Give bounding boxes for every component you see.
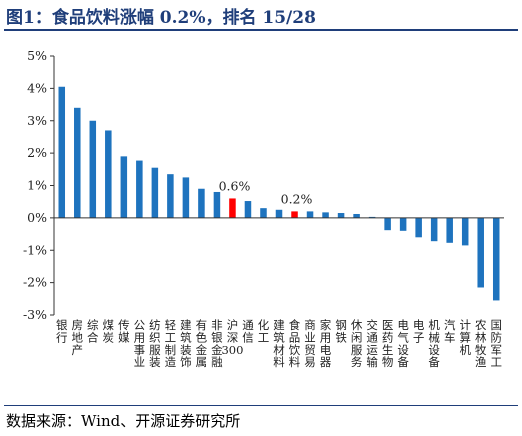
category-label: 公用事业 [134, 318, 146, 369]
bar [229, 198, 236, 218]
data-source: 数据来源：Wind、开源证券研究所 [6, 412, 241, 430]
source-rule [4, 405, 518, 406]
y-tick-label: 5% [27, 48, 47, 63]
category-label: 机械设备 [428, 318, 440, 369]
bar [151, 167, 159, 218]
title-underline [4, 29, 518, 31]
category-label: 食品饮料 [289, 318, 301, 369]
bar [275, 209, 283, 218]
data-label: 0.6% [219, 178, 251, 193]
category-label: 房地产 [72, 318, 84, 357]
category-label: 沪深 300 [221, 318, 243, 357]
bar [74, 107, 81, 218]
bar [105, 130, 112, 218]
category-label: 化工 [258, 318, 270, 344]
category-label: 休闲服务 [351, 318, 363, 369]
bar [120, 156, 128, 218]
bar-chart: -3% -2% -1% 0% 1% 2% 3% 4% 5% 银行房地产综合煤炭传媒公用事业纺织服… [23, 48, 504, 369]
y-tick-label: -2% [23, 275, 47, 290]
category-label: 国防军工 [490, 318, 502, 369]
bar [58, 86, 66, 218]
category-label: 综合 [87, 318, 99, 344]
bar [244, 201, 252, 218]
bar [353, 213, 360, 218]
category-label: 钢铁 [335, 318, 347, 344]
bar [384, 217, 391, 231]
figure-title: 图1：食品饮料涨幅 0.2%，排名 15/28 [6, 8, 316, 28]
y-tick-label: -1% [23, 242, 47, 257]
category-label: 电气设备 [397, 318, 409, 369]
bar [446, 217, 453, 243]
bar [430, 217, 438, 242]
bar [213, 191, 221, 218]
bar [399, 217, 407, 231]
y-tick-label: 1% [27, 178, 47, 193]
bar [89, 120, 97, 218]
category-label: 建筑材料 [273, 318, 285, 369]
y-axis: -3% -2% -1% 0% 1% 2% 3% 4% 5% [23, 48, 55, 322]
category-label: 汽车 [444, 318, 456, 344]
bar [291, 211, 298, 218]
y-tick-label: -3% [23, 307, 47, 322]
category-label: 轻工制造 [165, 318, 177, 369]
category-label: 煤炭 [103, 318, 115, 344]
category-label: 医药生物 [382, 318, 394, 369]
category-label: 电子 [413, 318, 425, 344]
category-label: 传媒 [118, 318, 130, 344]
bar [167, 174, 174, 218]
bar [337, 213, 345, 218]
data-labels: 0.6% 0.2% [219, 178, 313, 206]
y-tick-label: 0% [27, 210, 47, 225]
category-label: 纺织服装 [149, 318, 161, 369]
category-label: 农林牧渔 [475, 318, 487, 369]
category-label: 非银金融 [211, 318, 223, 369]
bar [198, 188, 205, 218]
bar [182, 177, 190, 218]
bar [260, 208, 267, 218]
bars [58, 86, 500, 301]
bar [477, 217, 484, 288]
category-label: 建筑装饰 [180, 318, 192, 369]
bar [461, 217, 469, 246]
bar [136, 160, 143, 218]
y-tick-label: 4% [27, 80, 47, 95]
category-label: 交通运输 [366, 318, 378, 369]
data-label: 0.2% [281, 191, 313, 206]
category-label: 计算机 [459, 318, 471, 357]
y-tick-label: 2% [27, 145, 47, 160]
bar [306, 211, 314, 218]
bar [415, 217, 422, 238]
category-label: 通信 [242, 318, 254, 344]
bar [492, 217, 500, 301]
y-tick-label: 3% [27, 113, 47, 128]
category-label: 商业贸易 [304, 318, 316, 369]
category-label: 有色金属 [196, 318, 208, 369]
category-label: 银行 [56, 318, 68, 344]
bar [322, 212, 329, 218]
category-label: 家用电器 [320, 318, 332, 369]
